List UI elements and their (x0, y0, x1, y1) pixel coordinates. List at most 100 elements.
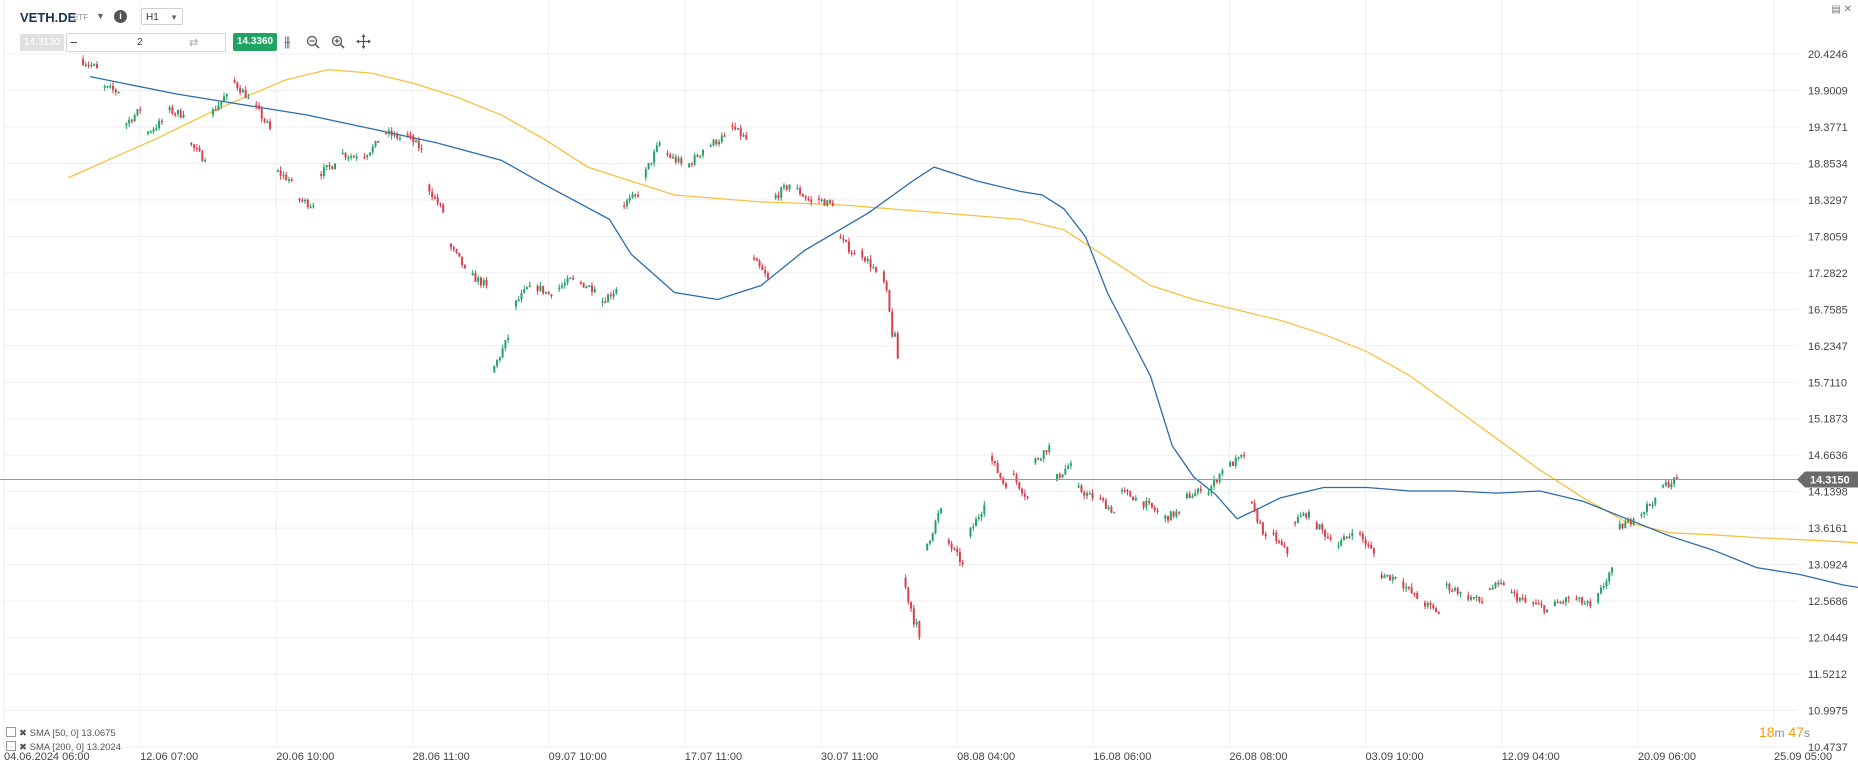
sell-price-button[interactable]: 14.3130 (20, 34, 64, 51)
sma-50-legend[interactable]: ✖ SMA [50, 0] 13.0675 (6, 727, 116, 739)
candle-down (1423, 602, 1426, 607)
candle-up (1500, 582, 1503, 585)
candle-up (387, 130, 390, 134)
zoom-out-icon[interactable] (306, 35, 320, 49)
symbol-dropdown-icon[interactable]: ▼ (96, 11, 105, 21)
y-tick-label: 11.5212 (1808, 669, 1847, 681)
candle-up (415, 140, 418, 143)
candle-down (1083, 491, 1086, 496)
candle-up (517, 299, 520, 301)
candle-up (341, 152, 344, 155)
candle-up (158, 120, 161, 129)
candle-up (693, 155, 696, 165)
candle-down (1675, 477, 1678, 480)
info-icon[interactable]: i (114, 10, 127, 23)
candle-down (171, 107, 174, 114)
zoom-in-icon[interactable] (331, 35, 345, 49)
candle-down (1026, 496, 1029, 499)
minus-icon[interactable]: − (70, 35, 78, 50)
candle-up (607, 294, 610, 303)
candle-down (882, 271, 885, 282)
candle-up (1608, 572, 1611, 582)
candle-down (764, 269, 767, 274)
timer-seconds-unit: s (1804, 726, 1810, 740)
timeframe-select[interactable]: H1 ▼ (141, 8, 183, 25)
candle-down (1272, 532, 1275, 535)
candle-up (1175, 511, 1178, 517)
settings-icon[interactable] (6, 727, 16, 737)
candle-down (1045, 450, 1048, 453)
quantity-stepper[interactable]: − 2 ⇄ + (66, 33, 241, 52)
candle-up (374, 140, 377, 147)
candle-down (1058, 473, 1061, 478)
candle-down (1150, 502, 1153, 508)
candle-up (977, 517, 980, 519)
settings-icon[interactable] (6, 741, 16, 751)
candle-down (1472, 596, 1475, 599)
candle-up (1229, 462, 1232, 467)
crosshair-icon[interactable] (356, 34, 371, 49)
repeat-icon[interactable]: ⇄ (189, 37, 199, 49)
candle-up (1296, 517, 1299, 523)
candle-up (1618, 523, 1621, 530)
candle-down (485, 279, 488, 286)
candle-up (350, 156, 353, 158)
candle-down (1259, 522, 1262, 524)
candle-up (1553, 601, 1556, 606)
candle-down (1280, 541, 1283, 545)
sma-200-line (68, 68, 1858, 544)
chart-type-icon[interactable]: ⫵ (284, 33, 291, 49)
buy-price-button[interactable]: 14.3360 (233, 33, 277, 51)
candle-down (1540, 603, 1543, 606)
candle-up (241, 89, 244, 93)
candle-down (753, 257, 756, 260)
sma-50-line (89, 75, 1858, 589)
sma-200-legend-label: SMA [200, 0] 13.2024 (29, 742, 121, 753)
candle-down (1416, 593, 1419, 599)
candle-down (1407, 586, 1410, 589)
candle-up (688, 163, 691, 168)
candle-down (461, 256, 464, 265)
x-tick-label: 20.06 10:00 (276, 751, 334, 762)
window-controls[interactable]: ▤ ✕ (1831, 4, 1852, 15)
candle-up (983, 504, 986, 515)
candle-up (1627, 519, 1630, 523)
candle-up (1494, 582, 1497, 588)
candle-up (366, 155, 369, 158)
candle-down (1294, 522, 1297, 524)
quantity-value[interactable]: 2 (137, 37, 143, 48)
candle-up (168, 107, 171, 111)
candle-up (718, 141, 721, 145)
candle-up (588, 285, 591, 288)
candle-up (1185, 493, 1188, 498)
candle-up (1383, 575, 1386, 578)
candle-down (896, 333, 899, 359)
candle-up (709, 145, 712, 147)
current-price-line: 14.3150 (0, 471, 1858, 488)
candle-up (928, 540, 931, 544)
candle-down (1667, 482, 1670, 488)
symbol-name[interactable]: VETH.DE (20, 10, 77, 25)
candle-up (103, 86, 106, 88)
candle-down (1648, 504, 1651, 506)
candle-down (550, 294, 553, 296)
candle-up (471, 273, 474, 276)
candle-up (1348, 536, 1351, 538)
candle-down (953, 548, 956, 551)
candle-down (112, 85, 115, 90)
candle-up (1510, 591, 1513, 594)
candle-down (542, 285, 545, 294)
sma-200-legend[interactable]: ✖ SMA [200, 0] 13.2024 (6, 741, 121, 753)
candle-up (1654, 497, 1657, 505)
candle-up (287, 179, 290, 181)
candle-up (1042, 450, 1045, 459)
candle-down (1123, 489, 1126, 492)
candle-up (1107, 507, 1110, 509)
candle-up (1069, 463, 1072, 466)
candle-down (1435, 607, 1438, 613)
candle-up (514, 300, 517, 307)
candle-down (1021, 488, 1024, 494)
candle-up (569, 277, 572, 280)
candle-up (106, 86, 109, 88)
